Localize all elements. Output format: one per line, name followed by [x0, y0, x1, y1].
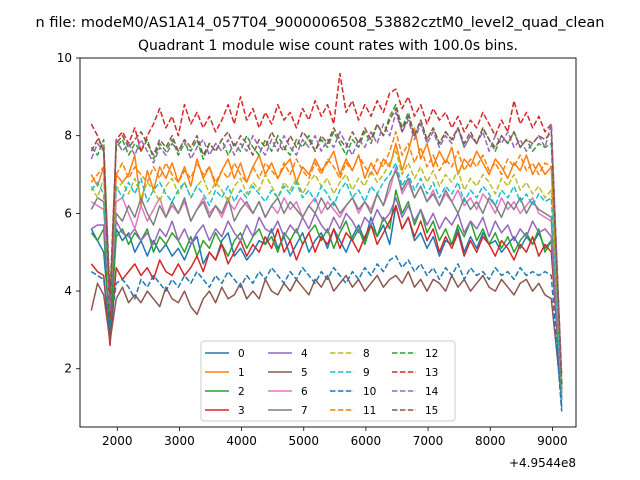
legend-label: 8	[363, 348, 370, 360]
y-axis: 2 4 6 8 10	[57, 51, 80, 376]
x-tick-label: 4000	[226, 434, 257, 448]
legend-label: 4	[301, 348, 308, 360]
y-tick-label: 6	[64, 206, 72, 220]
legend-label: 7	[301, 405, 308, 417]
legend-label: 6	[301, 386, 308, 398]
legend-label: 15	[425, 405, 438, 417]
y-tick-label: 8	[64, 129, 72, 143]
x-tick-label: 9000	[537, 434, 568, 448]
series-line-1	[90, 127, 563, 396]
series-layer	[90, 72, 563, 412]
series-line-8	[90, 150, 563, 396]
legend-label: 12	[425, 348, 438, 360]
series-line-4	[90, 197, 563, 396]
x-tick-label: 8000	[475, 434, 506, 448]
series-line-11	[90, 131, 563, 385]
legend-label: 13	[425, 367, 438, 379]
series-line-9	[90, 162, 563, 400]
x-tick-label: 2000	[102, 434, 133, 448]
series-line-7	[90, 169, 563, 393]
legend-label: 5	[301, 367, 308, 379]
series-line-10	[90, 255, 563, 412]
figure-suptitle: n file: modeM0/AS1A14_057T04_9000006508_…	[36, 15, 605, 31]
legend-label: 14	[425, 386, 439, 398]
axes-frame	[79, 57, 577, 428]
series-line-5	[90, 270, 563, 400]
y-tick-label: 2	[64, 362, 72, 376]
chart-title: Quadrant 1 module wise count rates with …	[138, 38, 518, 54]
x-tick-label: 7000	[413, 434, 444, 448]
x-tick-label: 3000	[164, 434, 195, 448]
series-line-15	[90, 107, 563, 377]
legend-label: 9	[363, 367, 370, 379]
y-tick-label: 4	[64, 284, 72, 298]
x-tick-label: 6000	[351, 434, 382, 448]
legend-label: 11	[363, 405, 376, 417]
series-line-2	[90, 189, 563, 400]
series-line-12	[90, 103, 563, 389]
series-line-3	[90, 204, 563, 393]
legend-label: 1	[238, 367, 245, 379]
series-line-13	[90, 72, 563, 385]
legend-label: 3	[238, 405, 245, 417]
x-tick-label: 5000	[288, 434, 319, 448]
y-tick-label: 10	[57, 51, 72, 65]
legend-label: 2	[238, 386, 245, 398]
x-axis-offset-label: +4.9544e8	[509, 456, 576, 470]
legend-frame	[200, 340, 456, 422]
x-axis: 2000 3000 4000 5000 6000 7000 8000 9000	[102, 427, 568, 448]
legend-label: 0	[238, 348, 245, 360]
legend-label: 10	[363, 386, 376, 398]
